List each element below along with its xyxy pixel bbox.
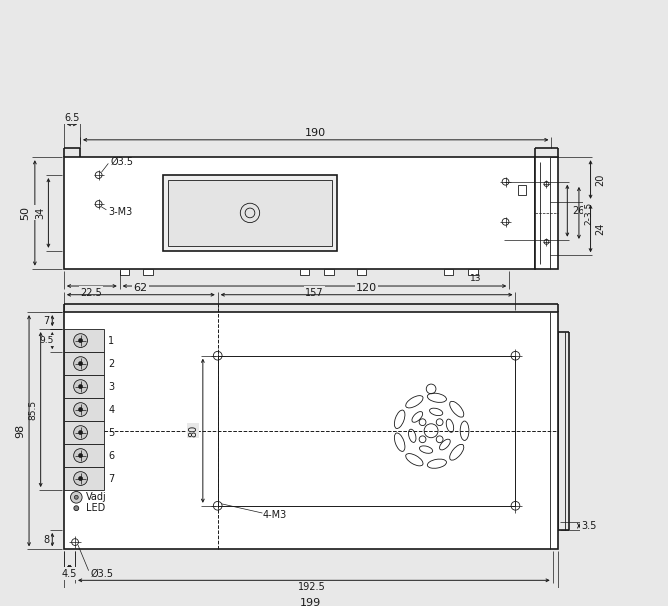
Circle shape xyxy=(73,357,88,370)
Text: 6: 6 xyxy=(108,450,114,461)
Bar xyxy=(444,268,453,275)
Text: 24: 24 xyxy=(595,222,605,235)
Text: 190: 190 xyxy=(305,128,326,138)
Circle shape xyxy=(73,380,88,393)
Bar xyxy=(64,444,104,467)
Text: 85.5: 85.5 xyxy=(29,399,37,419)
Text: 5: 5 xyxy=(108,428,115,438)
Bar xyxy=(218,356,516,506)
Text: 98: 98 xyxy=(15,424,25,438)
Circle shape xyxy=(73,425,88,439)
Bar xyxy=(300,268,309,275)
Text: 34: 34 xyxy=(35,207,45,219)
Bar xyxy=(64,398,104,421)
Text: 7: 7 xyxy=(108,473,115,484)
Text: 62: 62 xyxy=(134,283,148,293)
Text: 2-3.5: 2-3.5 xyxy=(584,201,593,225)
Circle shape xyxy=(79,339,83,342)
Text: 80: 80 xyxy=(188,425,198,437)
Bar xyxy=(168,180,332,246)
Text: Ø3.5: Ø3.5 xyxy=(91,568,114,579)
Bar xyxy=(468,268,478,275)
Circle shape xyxy=(79,453,83,458)
Text: 4: 4 xyxy=(108,405,114,415)
Text: 4.5: 4.5 xyxy=(62,568,77,579)
Text: Vadj: Vadj xyxy=(86,492,107,502)
Bar xyxy=(357,268,366,275)
Bar xyxy=(64,157,535,268)
Text: 26: 26 xyxy=(572,205,585,216)
Circle shape xyxy=(79,476,83,481)
Text: LED: LED xyxy=(86,503,106,513)
Text: 120: 120 xyxy=(356,283,377,293)
Bar xyxy=(64,421,104,444)
Circle shape xyxy=(79,384,83,388)
Circle shape xyxy=(79,362,83,365)
Circle shape xyxy=(79,430,83,435)
Bar xyxy=(64,467,104,490)
Text: 157: 157 xyxy=(305,288,324,298)
Bar xyxy=(325,268,334,275)
Bar xyxy=(64,352,104,375)
Text: 8: 8 xyxy=(43,534,49,545)
Text: 192.5: 192.5 xyxy=(298,582,326,592)
Circle shape xyxy=(73,402,88,416)
Bar xyxy=(64,375,104,398)
Text: 20: 20 xyxy=(595,173,605,185)
Text: Ø3.5: Ø3.5 xyxy=(110,156,133,167)
Circle shape xyxy=(73,448,88,462)
Bar xyxy=(120,268,130,275)
Text: 13: 13 xyxy=(470,274,482,283)
Circle shape xyxy=(71,491,82,503)
Circle shape xyxy=(73,334,88,347)
Bar xyxy=(64,329,104,352)
Circle shape xyxy=(79,407,83,411)
Text: 199: 199 xyxy=(300,598,321,606)
Text: 22.5: 22.5 xyxy=(80,288,102,298)
Text: 3: 3 xyxy=(108,382,114,391)
Text: 4-M3: 4-M3 xyxy=(263,510,287,521)
Text: 3-M3: 3-M3 xyxy=(108,207,132,217)
Circle shape xyxy=(74,495,78,499)
Circle shape xyxy=(73,471,88,485)
Text: 2: 2 xyxy=(108,359,115,368)
Bar xyxy=(535,157,558,268)
Circle shape xyxy=(74,506,79,511)
Text: 9.5: 9.5 xyxy=(39,336,53,345)
Bar xyxy=(144,268,153,275)
Bar xyxy=(518,185,526,195)
Text: 3.5: 3.5 xyxy=(581,521,597,531)
Bar xyxy=(64,312,558,549)
Text: 50: 50 xyxy=(20,206,30,220)
Bar xyxy=(163,175,337,251)
Text: 6.5: 6.5 xyxy=(64,113,79,122)
Text: 1: 1 xyxy=(108,336,114,345)
Text: 7: 7 xyxy=(43,316,49,325)
